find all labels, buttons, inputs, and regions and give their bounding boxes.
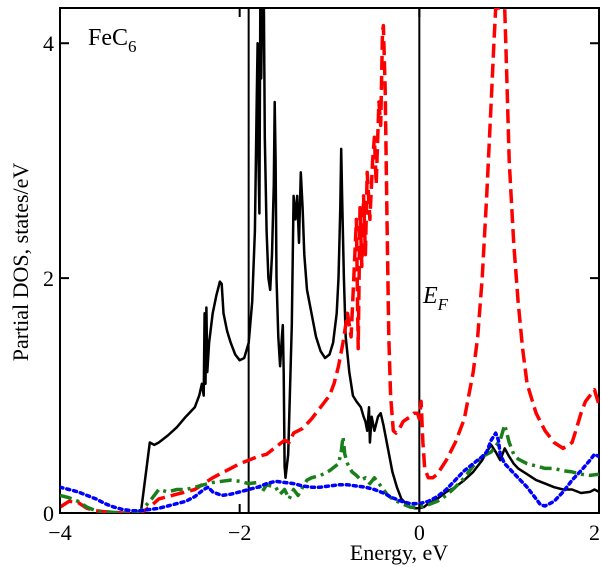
reference-lines bbox=[247, 8, 421, 513]
x-axis-title: Energy, eV bbox=[350, 540, 448, 565]
plot-frame bbox=[59, 7, 600, 514]
axis-ticks: −4 −2 0 2 0 2 4 bbox=[43, 8, 600, 545]
y-tick-label: 0 bbox=[43, 501, 54, 526]
x-tick-label: 0 bbox=[414, 520, 425, 545]
series-line-2 bbox=[60, 423, 599, 513]
y-axis-title: Partial DOS, states/eV bbox=[8, 163, 33, 362]
series-line-0 bbox=[139, 8, 599, 513]
x-tick-label: 2 bbox=[589, 520, 600, 545]
fermi-level-label: EF bbox=[422, 283, 449, 314]
y-tick-label: 2 bbox=[43, 266, 54, 291]
compound-label: FeC6 bbox=[88, 25, 137, 56]
x-tick-label: −4 bbox=[48, 520, 71, 545]
data-series bbox=[60, 8, 599, 513]
y-tick-label: 4 bbox=[43, 31, 54, 56]
series-line-1 bbox=[60, 8, 599, 513]
x-tick-label: −2 bbox=[228, 520, 251, 545]
series-line-3 bbox=[60, 431, 599, 513]
